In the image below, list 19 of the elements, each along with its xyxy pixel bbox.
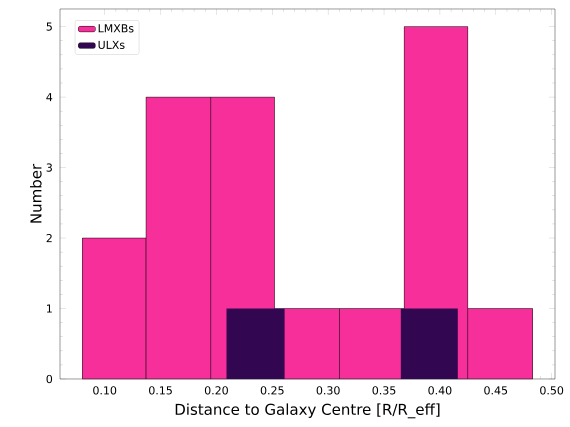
y-tick-label: 0	[46, 374, 52, 384]
x-tick-label: 0.20	[204, 386, 228, 395]
x-tick-label: 0.15	[149, 386, 172, 395]
y-tick-label: 4	[46, 93, 52, 102]
x-tick-label: 0.25	[260, 386, 284, 395]
x-tick-label: 0.35	[372, 386, 396, 395]
y-tick-label: 2	[46, 234, 52, 242]
y-tick-label: 1	[47, 304, 52, 313]
y-tick-label: 3	[46, 163, 52, 172]
x-tick-label: 0.40	[428, 386, 452, 395]
y-tick-label: 5	[46, 22, 52, 31]
x-tick-label: 0.10	[93, 386, 116, 395]
x-axis-title: Distance to Galaxy Centre [R/R_eff]	[176, 403, 440, 418]
legend-label: LMXBs	[98, 24, 134, 32]
x-tick-label: 0.30	[316, 386, 340, 395]
x-tick-label: 0.45	[484, 386, 508, 395]
y-axis-title: Number	[30, 164, 42, 223]
legend-label: ULXs	[98, 40, 125, 49]
x-tick-label: 0.50	[540, 386, 564, 395]
